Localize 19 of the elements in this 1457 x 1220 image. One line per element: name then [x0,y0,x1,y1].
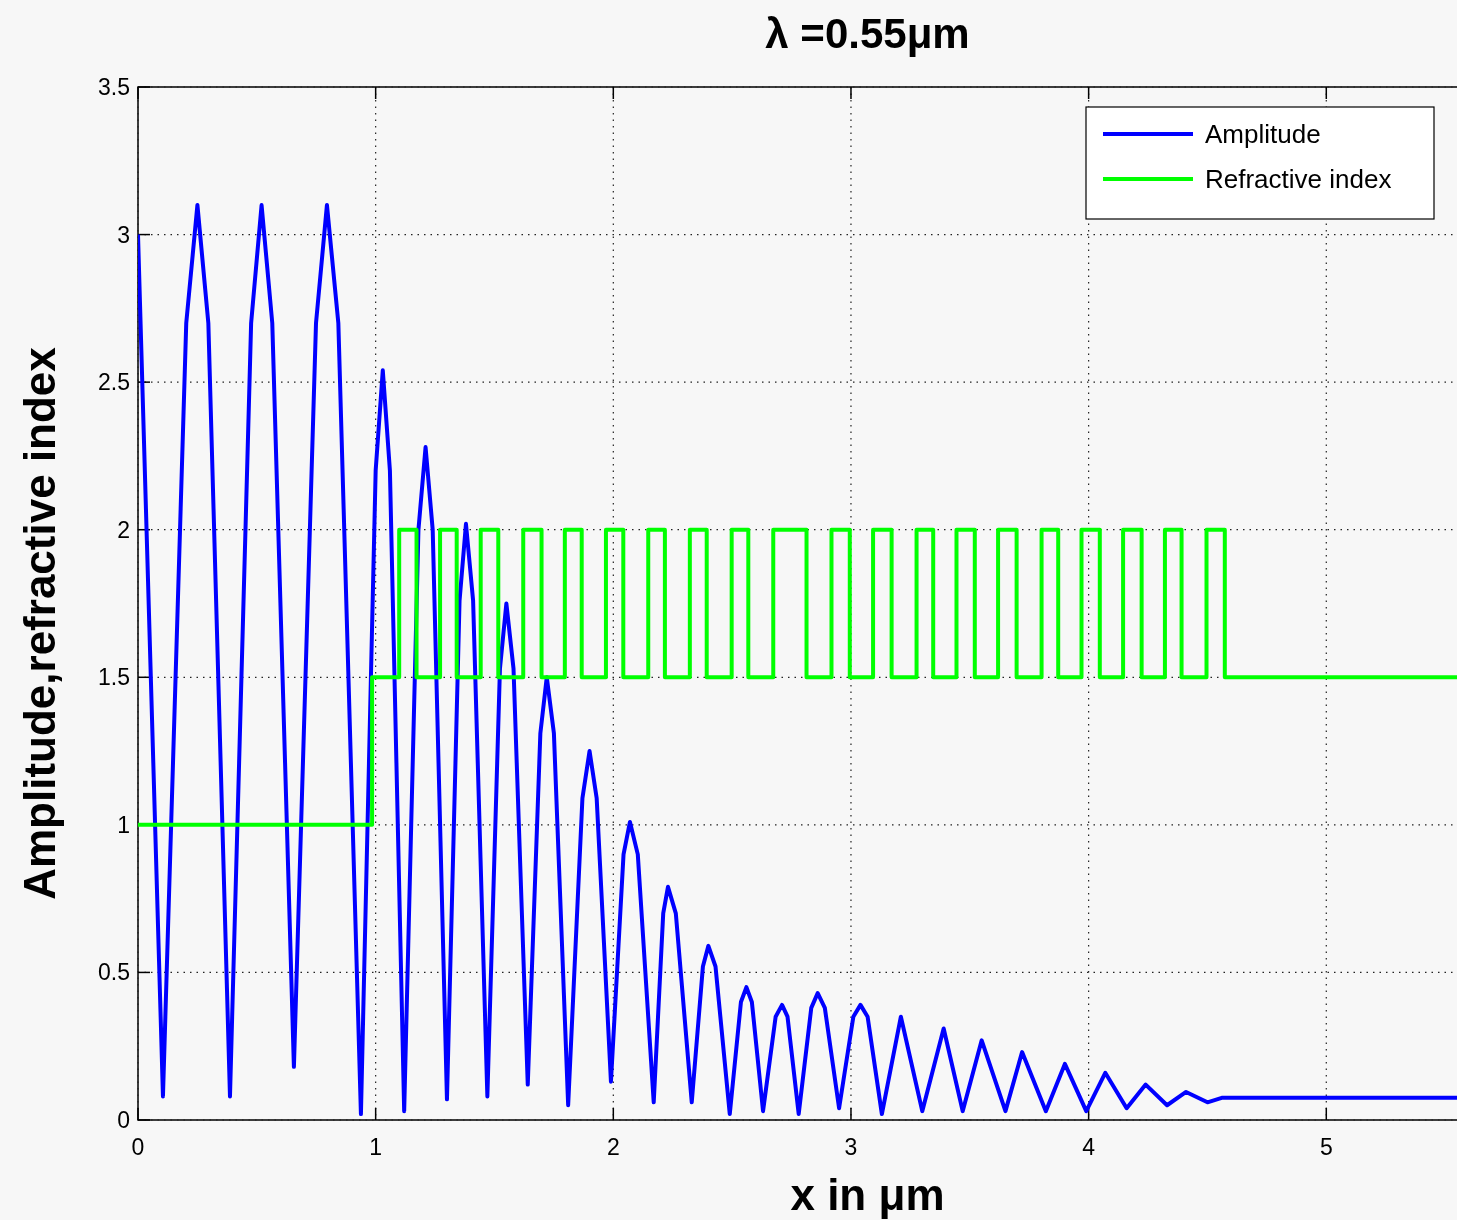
y-tick-label: 1 [117,811,130,838]
x-axis-title: x in μm [790,1170,945,1219]
line-series [138,203,1457,1117]
y-tick-label: 0.5 [98,959,130,986]
x-tick-label: 2 [606,1134,620,1160]
x-tick-label: 1 [369,1134,383,1160]
y-tick-label: 3 [117,221,130,248]
x-tick-label: 5 [1319,1134,1333,1160]
y-axis-title: Amplitude,refractive index [15,346,64,900]
legend-label: Amplitude [1205,119,1321,149]
legend-label: Refractive index [1205,164,1392,194]
x-tick-label: 4 [1082,1134,1096,1160]
chart-title: λ =0.55μm [765,10,970,57]
y-tick-label: 3.5 [98,74,130,100]
y-tick-label: 1.5 [98,664,130,691]
y-tick-label: 2 [117,516,130,543]
x-tick-label: 3 [844,1134,858,1160]
y-tick-label: 0 [117,1107,130,1133]
y-tick-label: 2.5 [98,369,130,396]
